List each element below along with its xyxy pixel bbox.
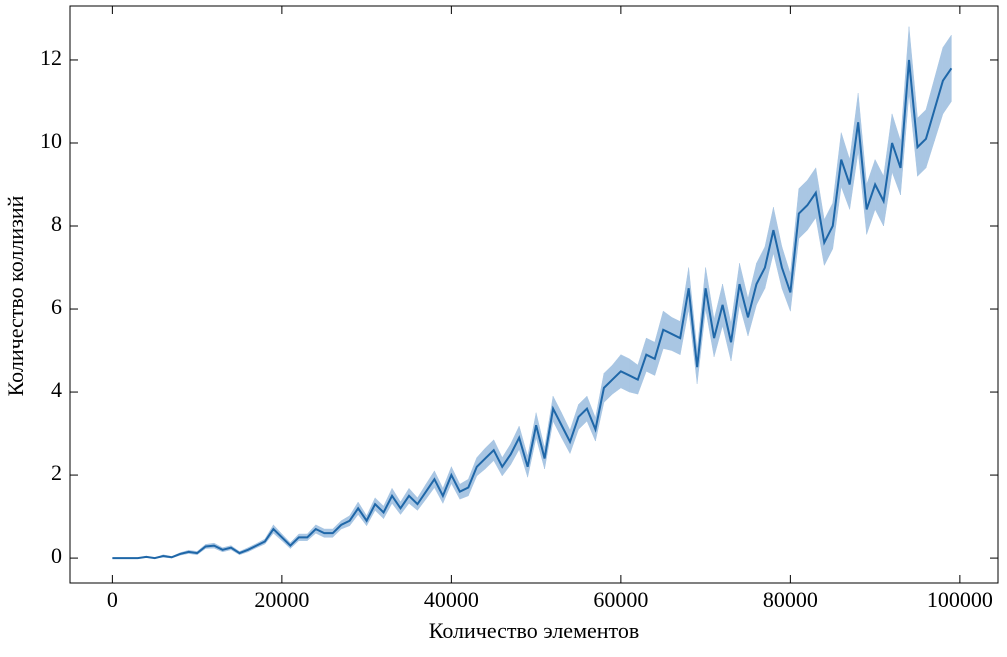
x-tick-label: 0 <box>107 587 118 612</box>
data-line <box>112 59 953 560</box>
y-axis-label: Количество коллизий <box>3 195 28 396</box>
y-tick-label: 2 <box>51 460 62 485</box>
x-axis-label: Количество элементов <box>429 618 640 643</box>
y-tick-label: 8 <box>51 211 62 236</box>
x-tick-label: 60000 <box>593 587 648 612</box>
x-tick-label: 100000 <box>927 587 993 612</box>
y-tick-label: 0 <box>51 543 62 568</box>
y-tick-label: 12 <box>40 45 62 70</box>
y-tick-label: 10 <box>40 128 62 153</box>
x-tick-label: 20000 <box>254 587 309 612</box>
y-tick-label: 4 <box>51 377 62 402</box>
x-tick-label: 80000 <box>763 587 818 612</box>
plot-frame <box>69 5 999 584</box>
x-tick-label: 40000 <box>424 587 479 612</box>
y-tick-label: 6 <box>51 294 62 319</box>
